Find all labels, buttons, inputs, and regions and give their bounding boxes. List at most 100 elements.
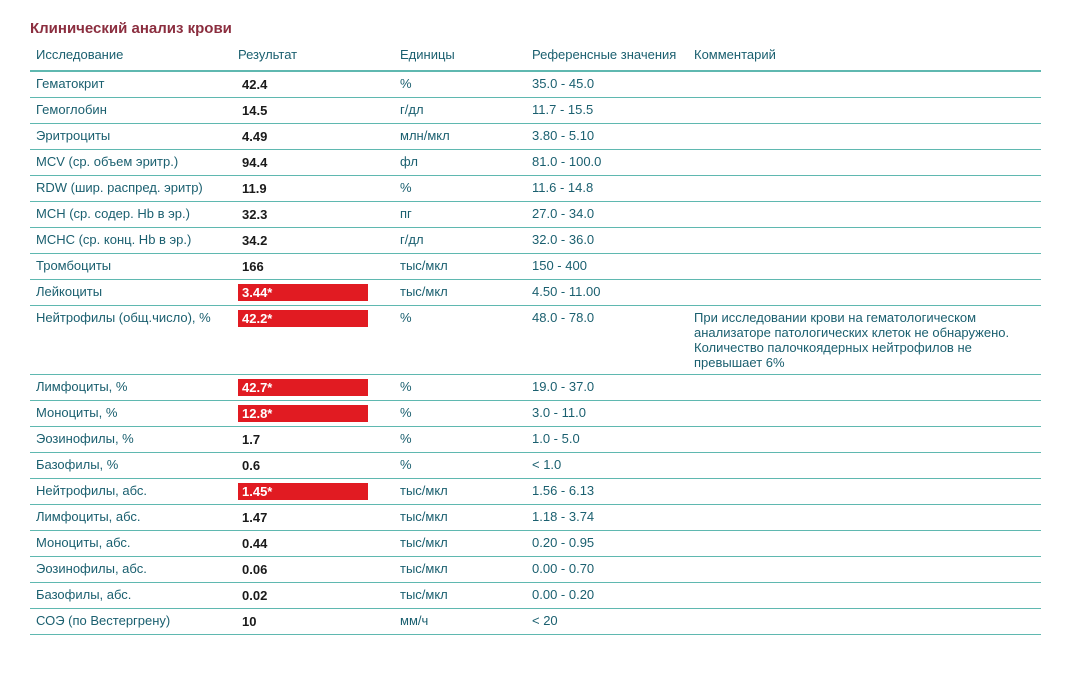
cell-ref: 0.20 - 0.95: [526, 531, 688, 557]
table-row: Тромбоциты 166 тыс/мкл150 - 400: [30, 254, 1041, 280]
cell-ref: 11.6 - 14.8: [526, 176, 688, 202]
cell-comment: [688, 479, 1041, 505]
cell-comment: [688, 150, 1041, 176]
cell-comment: [688, 71, 1041, 98]
result-value: 0.6: [238, 457, 264, 474]
result-value: 1.47: [238, 509, 271, 526]
cell-units: %: [394, 427, 526, 453]
cell-units: %: [394, 375, 526, 401]
cell-result: 42.4: [232, 71, 394, 98]
result-value: 32.3: [238, 206, 271, 223]
table-row: MCV (ср. объем эритр.)94.4фл81.0 - 100.0: [30, 150, 1041, 176]
table-row: Эозинофилы, %1.7%1.0 - 5.0: [30, 427, 1041, 453]
table-row: Базофилы, абс.0.02тыс/мкл0.00 - 0.20: [30, 583, 1041, 609]
cell-result: 42.2*: [232, 306, 394, 375]
cell-test: Нейтрофилы, абс.: [30, 479, 232, 505]
table-row: Гемоглобин 14.5 г/дл11.7 - 15.5: [30, 98, 1041, 124]
cell-ref: 3.80 - 5.10: [526, 124, 688, 150]
cell-ref: 11.7 - 15.5: [526, 98, 688, 124]
cell-result: 11.9: [232, 176, 394, 202]
cell-comment: [688, 531, 1041, 557]
result-value: 0.44: [238, 535, 271, 552]
table-row: Моноциты, %12.8*%3.0 - 11.0: [30, 401, 1041, 427]
cell-ref: 1.18 - 3.74: [526, 505, 688, 531]
result-value: 4.49: [238, 128, 271, 145]
cell-test: Базофилы, %: [30, 453, 232, 479]
cell-comment: [688, 505, 1041, 531]
cell-ref: 81.0 - 100.0: [526, 150, 688, 176]
cell-comment: [688, 98, 1041, 124]
table-row: Нейтрофилы (общ.число), %42.2*%48.0 - 78…: [30, 306, 1041, 375]
header-ref: Референсные значения: [526, 43, 688, 71]
cell-ref: 1.0 - 5.0: [526, 427, 688, 453]
cell-comment: [688, 453, 1041, 479]
table-header-row: Исследование Результат Единицы Референсн…: [30, 43, 1041, 71]
result-value: 34.2: [238, 232, 271, 249]
cell-comment: [688, 375, 1041, 401]
cell-test: Лейкоциты: [30, 280, 232, 306]
cell-units: %: [394, 453, 526, 479]
cell-ref: < 20: [526, 609, 688, 635]
cell-test: Гематокрит: [30, 71, 232, 98]
cell-test: MCV (ср. объем эритр.): [30, 150, 232, 176]
cell-units: тыс/мкл: [394, 531, 526, 557]
cell-result: 1.47: [232, 505, 394, 531]
result-value: 42.4: [238, 76, 271, 93]
cell-units: тыс/мкл: [394, 583, 526, 609]
table-row: Лейкоциты3.44*тыс/мкл4.50 - 11.00: [30, 280, 1041, 306]
cell-test: Эритроциты: [30, 124, 232, 150]
cell-comment: [688, 427, 1041, 453]
cell-ref: 32.0 - 36.0: [526, 228, 688, 254]
cell-units: тыс/мкл: [394, 479, 526, 505]
table-row: Базофилы, %0.6%< 1.0: [30, 453, 1041, 479]
cell-units: млн/мкл: [394, 124, 526, 150]
table-row: MCH (ср. содер. Hb в эр.)32.3пг27.0 - 34…: [30, 202, 1041, 228]
result-flagged: 42.7*: [238, 379, 368, 396]
cell-units: тыс/мкл: [394, 254, 526, 280]
table-row: RDW (шир. распред. эритр)11.9%11.6 - 14.…: [30, 176, 1041, 202]
result-value: 166: [238, 258, 268, 275]
header-test: Исследование: [30, 43, 232, 71]
cell-test: Эозинофилы, %: [30, 427, 232, 453]
cell-result: 12.8*: [232, 401, 394, 427]
cell-comment: [688, 609, 1041, 635]
cell-ref: 150 - 400: [526, 254, 688, 280]
cell-result: 10: [232, 609, 394, 635]
result-value: 0.02: [238, 587, 271, 604]
cell-result: 0.44: [232, 531, 394, 557]
table-row: Эозинофилы, абс.0.06тыс/мкл0.00 - 0.70: [30, 557, 1041, 583]
cell-units: тыс/мкл: [394, 280, 526, 306]
cell-units: г/дл: [394, 228, 526, 254]
cell-result: 94.4: [232, 150, 394, 176]
cell-result: 34.2: [232, 228, 394, 254]
cell-units: %: [394, 71, 526, 98]
cell-result: 1.7: [232, 427, 394, 453]
cell-comment: [688, 124, 1041, 150]
cell-ref: 1.56 - 6.13: [526, 479, 688, 505]
cell-units: %: [394, 306, 526, 375]
cell-ref: 0.00 - 0.20: [526, 583, 688, 609]
cell-result: 32.3: [232, 202, 394, 228]
cell-units: %: [394, 176, 526, 202]
cell-test: Гемоглобин: [30, 98, 232, 124]
cell-ref: 19.0 - 37.0: [526, 375, 688, 401]
cell-units: тыс/мкл: [394, 557, 526, 583]
cell-result: 42.7*: [232, 375, 394, 401]
cell-units: г/дл: [394, 98, 526, 124]
cell-units: мм/ч: [394, 609, 526, 635]
result-flagged: 1.45*: [238, 483, 368, 500]
cell-test: МСНС (ср. конц. Hb в эр.): [30, 228, 232, 254]
cell-comment: [688, 176, 1041, 202]
cell-result: 0.6: [232, 453, 394, 479]
header-result: Результат: [232, 43, 394, 71]
result-value: 11.9: [238, 180, 271, 197]
table-row: МСНС (ср. конц. Hb в эр.) 34.2 г/дл32.0 - …: [30, 228, 1041, 254]
cell-test: Тромбоциты: [30, 254, 232, 280]
result-flagged: 42.2*: [238, 310, 368, 327]
table-row: Моноциты, абс.0.44тыс/мкл0.20 - 0.95: [30, 531, 1041, 557]
table-row: Эритроциты 4.49 млн/мкл3.80 - 5.10: [30, 124, 1041, 150]
table-row: Гематокрит42.4%35.0 - 45.0: [30, 71, 1041, 98]
result-value: 14.5: [238, 102, 271, 119]
cell-result: 14.5: [232, 98, 394, 124]
result-flagged: 3.44*: [238, 284, 368, 301]
